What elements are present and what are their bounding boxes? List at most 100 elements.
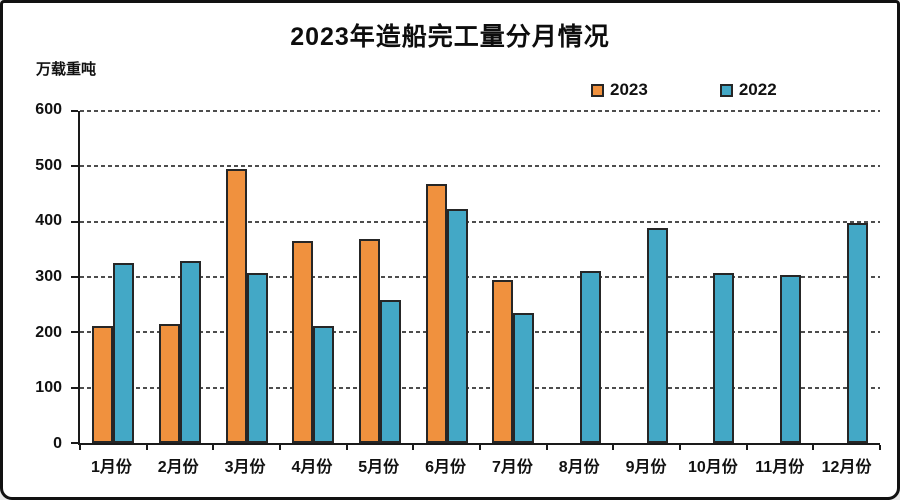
bar-2022-2月份 bbox=[180, 260, 201, 443]
bar-slot bbox=[513, 111, 535, 443]
bar-slot bbox=[759, 111, 780, 443]
legend-label: 2023 bbox=[610, 80, 648, 99]
bar-2022-5月份 bbox=[380, 300, 402, 443]
x-tick-label-10: 10月份 bbox=[688, 459, 738, 476]
bar-2023-1月份 bbox=[92, 326, 114, 443]
y-tick-label: 100 bbox=[35, 379, 62, 397]
y-tick-label: 600 bbox=[35, 101, 62, 118]
bar-slot bbox=[225, 111, 247, 443]
bar-group-6月份 bbox=[413, 111, 480, 443]
bar-group-10月份 bbox=[680, 111, 747, 443]
bar-slot bbox=[492, 111, 514, 443]
gridline-600 bbox=[80, 110, 880, 112]
bar-group-1月份 bbox=[80, 111, 147, 443]
bar-slot bbox=[559, 111, 580, 443]
y-axis-tick bbox=[71, 110, 78, 112]
y-axis-tick bbox=[71, 165, 78, 168]
x-tick-label-5: 5月份 bbox=[358, 459, 400, 476]
y-tick-label: 200 bbox=[35, 323, 62, 341]
bar-slot bbox=[692, 111, 713, 443]
bar-group-12月份 bbox=[813, 111, 880, 443]
gridline-200 bbox=[80, 331, 880, 334]
bar-slot bbox=[646, 111, 668, 443]
y-tick-label: 400 bbox=[35, 212, 62, 230]
x-tick-label-8: 8月份 bbox=[558, 459, 600, 476]
chart-title: 2023年造船完工量分月情况 bbox=[290, 23, 610, 51]
x-tick-label-12: 12月份 bbox=[821, 459, 872, 476]
bar-slot bbox=[159, 111, 180, 443]
bar-2022-4月份 bbox=[313, 325, 335, 443]
bar-2022-8月份 bbox=[580, 271, 602, 443]
y-tick-label: 0 bbox=[53, 435, 62, 452]
legend-label: 2022 bbox=[738, 80, 777, 99]
bar-slot bbox=[713, 111, 735, 443]
x-tick-label-4: 4月份 bbox=[291, 459, 333, 476]
x-axis-tick bbox=[145, 445, 148, 450]
bar-slot bbox=[246, 111, 268, 443]
bar-slot bbox=[292, 111, 314, 443]
x-tick-label-6: 6月份 bbox=[425, 459, 467, 476]
x-axis-tick bbox=[812, 445, 815, 450]
gridline-400 bbox=[80, 220, 880, 223]
bar-slot bbox=[113, 111, 135, 443]
gridline-500 bbox=[80, 165, 880, 168]
x-axis-tick bbox=[412, 445, 415, 450]
bar-slot bbox=[425, 111, 447, 443]
x-tick-label-7: 7月份 bbox=[491, 459, 533, 476]
bar-slot bbox=[846, 111, 868, 443]
gridline-100 bbox=[80, 386, 880, 389]
y-tick-label: 300 bbox=[35, 268, 62, 285]
bar-slot bbox=[180, 111, 201, 443]
bar-slot bbox=[380, 111, 402, 443]
x-axis-tick bbox=[479, 445, 481, 450]
y-axis-tick bbox=[71, 386, 78, 389]
bar-2023-5月份 bbox=[359, 238, 381, 443]
bar-2022-10月份 bbox=[713, 272, 735, 443]
x-axis-tick bbox=[345, 445, 348, 450]
bar-2023-7月份 bbox=[492, 279, 514, 443]
x-axis-tick bbox=[212, 445, 215, 450]
bar-2023-6月份 bbox=[425, 184, 447, 443]
bar-slot bbox=[446, 111, 468, 443]
legend-swatch-2022-icon bbox=[719, 83, 733, 97]
bar-2022-1月份 bbox=[113, 262, 135, 443]
y-axis-tick bbox=[71, 331, 78, 334]
bar-slot bbox=[359, 111, 381, 443]
y-axis-unit-label: 万载重吨 bbox=[36, 61, 97, 78]
bar-slot bbox=[826, 111, 847, 443]
bar-2023-4月份 bbox=[292, 241, 314, 443]
x-axis-tick bbox=[279, 445, 281, 450]
legend: 2023 2022 bbox=[591, 80, 777, 100]
bar-2022-12月份 bbox=[846, 223, 868, 443]
bar-group-2月份 bbox=[147, 111, 214, 443]
y-tick-label: 500 bbox=[35, 156, 62, 174]
x-tick-label-11: 11月份 bbox=[755, 459, 805, 476]
bar-slot bbox=[580, 111, 602, 443]
bar-2023-3月份 bbox=[225, 169, 247, 443]
plot-area bbox=[71, 110, 881, 450]
y-axis-tick bbox=[71, 442, 78, 444]
y-axis-tick bbox=[71, 276, 78, 278]
bar-group-7月份 bbox=[480, 111, 547, 443]
x-tick-label-2: 2月份 bbox=[157, 459, 199, 476]
bar-2023-2月份 bbox=[159, 324, 180, 443]
y-axis-tick bbox=[71, 220, 78, 223]
legend-swatch-2023-icon bbox=[591, 83, 604, 97]
gridline-300 bbox=[80, 276, 880, 278]
bar-slot bbox=[92, 111, 114, 443]
x-axis-tick bbox=[79, 445, 81, 450]
x-axis-tick bbox=[745, 445, 748, 450]
bar-slot bbox=[626, 111, 647, 443]
bar-group-3月份 bbox=[213, 111, 280, 443]
bar-group-4月份 bbox=[280, 111, 347, 443]
bar-group-5月份 bbox=[347, 111, 414, 443]
x-axis-tick bbox=[612, 445, 615, 450]
x-axis-labels: 1月份 2月份 3月份 4月份 5月份 6月份 7月份 8月份 9月份 10月份 11月份 12月份 bbox=[78, 453, 880, 476]
x-tick-label-3: 3月份 bbox=[224, 459, 266, 476]
bar-2022-11月份 bbox=[780, 275, 802, 443]
bar-group-8月份 bbox=[547, 111, 614, 443]
x-axis-tick bbox=[679, 445, 681, 450]
bar-slot bbox=[780, 111, 802, 443]
x-axis-tick bbox=[545, 445, 548, 450]
